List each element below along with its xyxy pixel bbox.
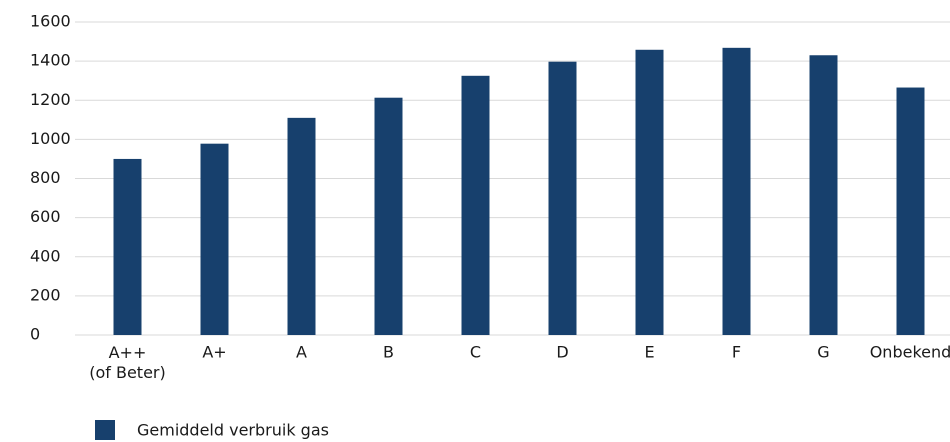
- bar: [548, 61, 577, 335]
- y-tick-label: 1400: [30, 51, 71, 70]
- y-tick-label: 1000: [30, 129, 71, 148]
- x-tick-label: D: [556, 343, 568, 362]
- x-tick-label: A++ (of Beter): [89, 343, 166, 382]
- bar: [809, 55, 838, 335]
- bar: [287, 117, 316, 335]
- y-tick-label: 1200: [30, 90, 71, 109]
- y-tick-label: 600: [30, 207, 61, 226]
- x-tick-label: C: [470, 343, 481, 362]
- x-tick-label: E: [644, 343, 654, 362]
- x-tick-label: A+: [202, 343, 226, 362]
- bar: [896, 87, 925, 335]
- bar: [635, 49, 664, 336]
- x-tick-label: B: [383, 343, 394, 362]
- y-tick-label: 1600: [30, 12, 71, 31]
- y-tick-label: 400: [30, 246, 61, 265]
- bar: [200, 143, 229, 335]
- y-tick-label: 200: [30, 285, 61, 304]
- bar: [374, 97, 403, 335]
- bar: [722, 47, 751, 335]
- legend-label: Gemiddeld verbruik gas: [137, 421, 329, 440]
- x-tick-label: G: [817, 343, 829, 362]
- y-tick-label: 0: [30, 325, 40, 344]
- legend-swatch: [95, 420, 115, 440]
- x-tick-label: A: [296, 343, 307, 362]
- x-tick-label: Onbekend: [870, 343, 950, 362]
- y-tick-label: 800: [30, 168, 61, 187]
- bar: [461, 75, 490, 335]
- bar: [113, 158, 142, 335]
- x-tick-label: F: [732, 343, 741, 362]
